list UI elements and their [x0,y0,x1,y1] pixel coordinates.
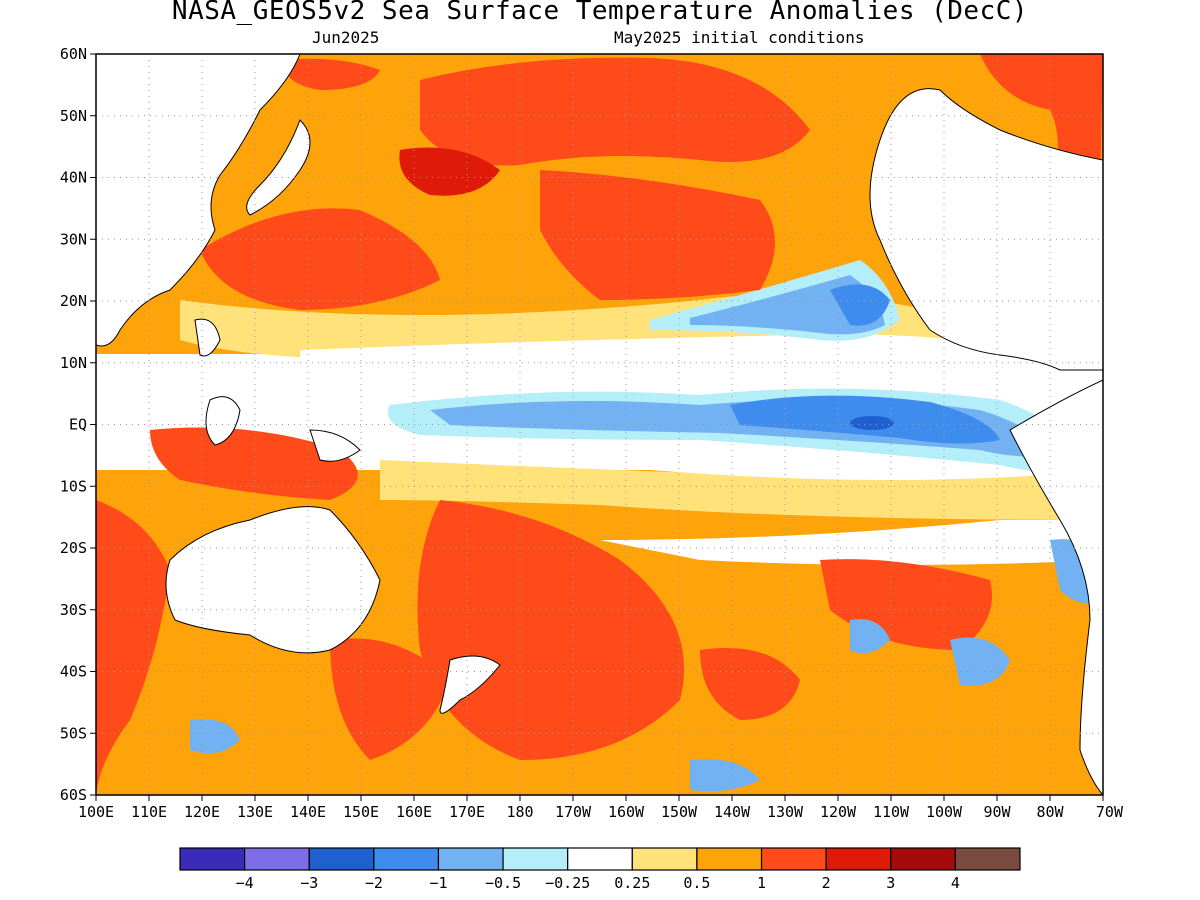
ne-pacific-cool-core [830,284,890,326]
colorbar-swatch [696,847,763,871]
colorbar-label: −3 [300,874,318,892]
lon-label: 100W [926,803,963,821]
colorbar-label: −0.25 [545,874,590,892]
colorbar-label: 3 [886,874,895,892]
lon-label: 150W [661,803,698,821]
colorbar-swatch [954,847,1021,871]
colorbar-label: 0.25 [614,874,650,892]
lon-label: 160E [396,803,432,821]
colorbar: −4 −3 −2 −1 −0.5 −0.25 0.25 0.5 1 2 3 4 [179,847,1021,892]
lat-label: 30S [60,601,87,619]
colorbar-label: −0.5 [485,874,521,892]
south-america-landmass [1009,379,1103,795]
lon-label: 180 [506,803,533,821]
lat-label: 60N [60,45,87,63]
lat-label: 20N [60,292,87,310]
maritime-continent-warm [150,427,358,500]
kuroshio-hot-core [399,147,500,196]
japan-landmass [246,119,311,216]
southern-cool-patch-4 [690,759,760,792]
lon-label: 170W [555,803,592,821]
lat-label: 40N [60,169,87,187]
indian-ocean-warm-patch [96,500,170,795]
colorbar-swatch [825,847,892,871]
lat-label: 30N [60,230,87,248]
map-title: NASA_GEOS5v2 Sea Surface Temperature Ano… [171,0,1029,26]
colorbar-label: −4 [236,874,254,892]
lon-label: 140W [714,803,751,821]
south-transition-band [380,460,1103,520]
lon-label: 120E [184,803,220,821]
lon-label: 160W [608,803,645,821]
colorbar-swatch [179,847,246,871]
lon-label: 110E [131,803,167,821]
colorbar-label: −2 [365,874,383,892]
colorbar-label: 2 [822,874,831,892]
new-guinea-landmass [309,429,361,462]
initial-conditions-label: May2025 initial conditions [614,28,865,47]
colorbar-swatch [890,847,956,871]
borneo-landmass [205,396,241,446]
lon-label: 150E [343,803,379,821]
lat-label: 50N [60,107,87,125]
north-pacific-warm-blob [420,57,810,166]
colorbar-swatch [308,847,375,871]
anomaly-field [96,54,1103,795]
lon-label: 80W [1036,803,1064,821]
colorbar-label: 0.5 [683,874,710,892]
lon-label: 120W [820,803,857,821]
lon-label: 140E [290,803,326,821]
colorbar-swatch [437,847,504,871]
colorbar-label: −1 [429,874,447,892]
colorbar-swatch [244,847,310,871]
colorbar-swatch [760,847,827,871]
lat-label: 60S [60,786,87,804]
lat-label: 10S [60,477,87,495]
south-central-warm-patch [700,648,800,720]
lon-label: 90W [983,803,1011,821]
okhotsk-warm-patch [280,58,380,90]
colorbar-swatch [502,847,569,871]
lat-label: 20S [60,539,87,557]
lon-label: 130E [237,803,273,821]
tasman-warm-patch [330,638,450,760]
lat-label: 50S [60,724,87,742]
cold-anomaly-max [850,416,894,430]
lon-label: 130W [767,803,804,821]
north-america-landmass [840,54,1103,371]
colorbar-swatch [373,847,440,871]
southern-cool-patch-3 [850,619,890,654]
colorbar-swatch [631,847,698,871]
lat-label: 10N [60,354,87,372]
colorbar-swatch [567,847,633,871]
lon-label: 70W [1096,803,1124,821]
lon-label: 110W [873,803,910,821]
australia-landmass [165,506,381,654]
west-north-warm-blob [200,208,440,310]
southeast-neutral-patch [600,520,1103,565]
philippines-landmass [194,318,221,357]
forecast-month: Jun2025 [312,28,380,47]
lat-label: EQ [69,416,87,434]
lat-label: 40S [60,663,87,681]
colorbar-label: 4 [951,874,960,892]
central-north-warm-blob [540,170,775,300]
southern-cool-patch-1 [950,637,1010,686]
lon-label: 170E [449,803,485,821]
asia-landmass [96,54,301,347]
map-axes: 60N50N40N30N20N10NEQ10S20S30S40S50S60S10… [60,45,1124,821]
new-zealand-landmass [439,655,501,714]
lon-label: 100E [78,803,114,821]
southwest-pacific-warm-blob [417,500,684,760]
colorbar-label: 1 [757,874,766,892]
